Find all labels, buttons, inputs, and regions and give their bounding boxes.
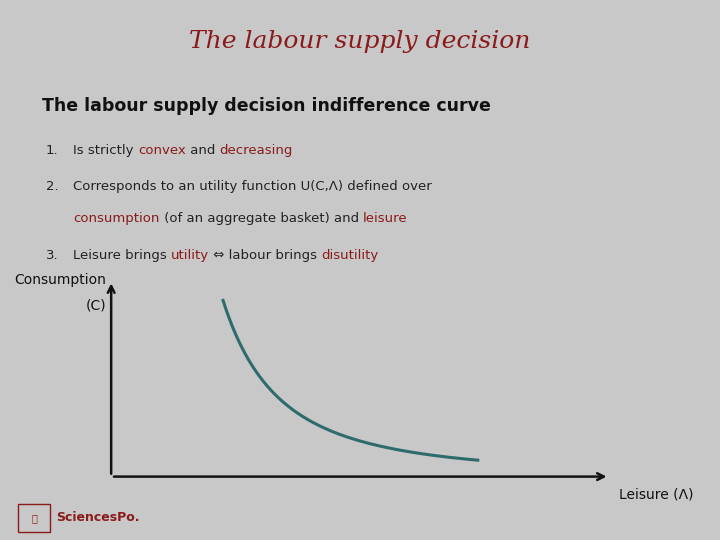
Text: SciencesPo.: SciencesPo. <box>56 510 140 524</box>
Text: Leisure (Λ): Leisure (Λ) <box>618 488 693 502</box>
Text: The labour supply decision: The labour supply decision <box>189 30 531 53</box>
Text: ⇔ labour brings: ⇔ labour brings <box>210 249 322 262</box>
Text: 1.: 1. <box>45 144 58 157</box>
Text: leisure: leisure <box>363 212 408 225</box>
Text: (of an aggregate basket) and: (of an aggregate basket) and <box>160 212 363 225</box>
Text: convex: convex <box>138 144 186 157</box>
Text: consumption: consumption <box>73 212 160 225</box>
Text: The labour supply decision indifference curve: The labour supply decision indifference … <box>42 97 491 116</box>
Text: Ⓜ: Ⓜ <box>31 513 37 523</box>
Text: 2.: 2. <box>45 180 58 193</box>
Text: Leisure brings: Leisure brings <box>73 249 171 262</box>
Text: Is strictly: Is strictly <box>73 144 138 157</box>
Text: and: and <box>186 144 220 157</box>
Text: Corresponds to an utility function U(C,Λ) defined over: Corresponds to an utility function U(C,Λ… <box>73 180 432 193</box>
Text: Consumption: Consumption <box>14 273 107 287</box>
Text: utility: utility <box>171 249 210 262</box>
Text: 3.: 3. <box>45 249 58 262</box>
Text: (C): (C) <box>86 299 107 313</box>
Text: disutility: disutility <box>322 249 379 262</box>
Text: decreasing: decreasing <box>220 144 292 157</box>
